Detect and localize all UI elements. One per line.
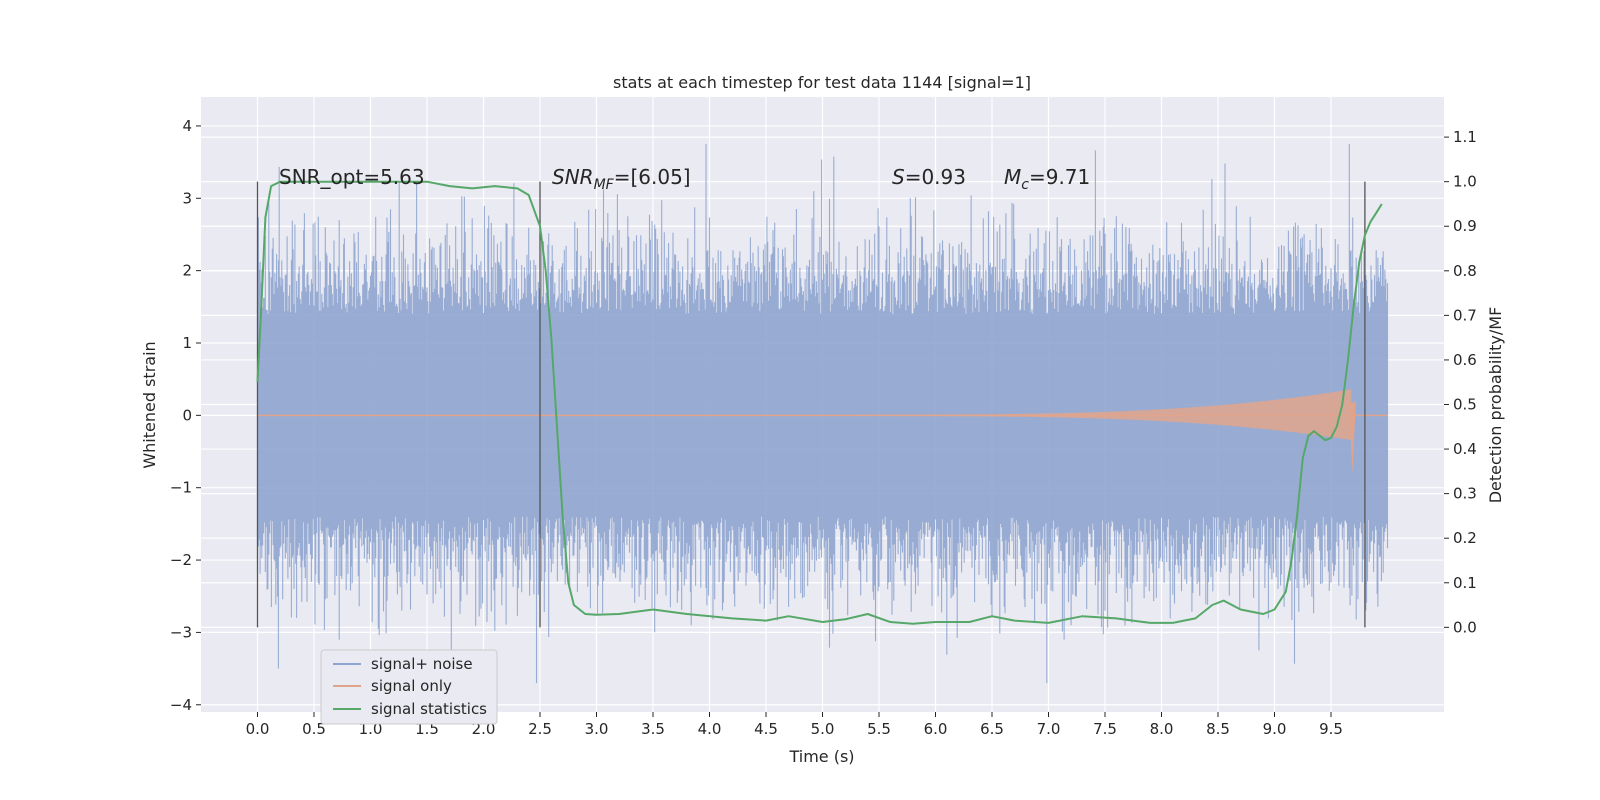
- snr-mf-value: =[6.05]: [614, 165, 691, 189]
- legend-label-signal-noise: signal+ noise: [371, 655, 473, 673]
- x-tick-label: 0.0: [246, 720, 270, 738]
- legend-label-signal-only: signal only: [371, 677, 452, 695]
- y-tick-label-left: 1: [182, 334, 192, 352]
- snr-mf-subscript: MF: [594, 177, 615, 193]
- y-tick-label-left: −2: [170, 551, 192, 569]
- y-tick-label-left: −1: [170, 479, 192, 497]
- y-tick-label-left: −4: [170, 696, 192, 714]
- y-tick-label-right: 0.3: [1453, 485, 1477, 503]
- s-value: =0.93: [905, 165, 966, 189]
- y-tick-label-right: 1.0: [1453, 173, 1477, 191]
- y-tick-label-right: 0.0: [1453, 618, 1477, 636]
- x-tick-label: 8.5: [1206, 720, 1230, 738]
- snr-opt-annotation: SNR_opt=5.63: [279, 165, 425, 189]
- y-tick-label-left: −3: [170, 623, 192, 641]
- x-tick-label: 2.5: [528, 720, 552, 738]
- x-tick-label: 0.5: [302, 720, 326, 738]
- x-tick-label: 5.0: [811, 720, 835, 738]
- x-tick-label: 6.5: [980, 720, 1004, 738]
- x-tick-label: 4.5: [754, 720, 778, 738]
- x-tick-label: 7.5: [1093, 720, 1117, 738]
- x-tick-label: 9.5: [1319, 720, 1343, 738]
- y-tick-label-right: 0.5: [1453, 396, 1477, 414]
- legend-label-signal-statistics: signal statistics: [371, 700, 487, 718]
- mc-main: M: [1004, 165, 1021, 189]
- y-tick-label-right: 0.4: [1453, 440, 1477, 458]
- legend-box: [320, 649, 498, 725]
- s-symbol: S: [892, 165, 905, 189]
- x-tick-label: 9.0: [1263, 720, 1287, 738]
- y-tick-label-right: 0.2: [1453, 529, 1477, 547]
- x-tick-label: 5.5: [867, 720, 891, 738]
- y-tick-label-right: 0.1: [1453, 574, 1477, 592]
- chart-title: stats at each timestep for test data 114…: [613, 73, 1031, 92]
- x-tick-label: 4.0: [698, 720, 722, 738]
- signal-only-chirp: [856, 389, 1352, 441]
- y-tick-label-left: 4: [182, 117, 192, 135]
- vertical-markers: [256, 181, 1366, 628]
- y-tick-label-right: 1.1: [1453, 128, 1477, 146]
- x-tick-label: 6.0: [924, 720, 948, 738]
- x-tick-label: 3.0: [585, 720, 609, 738]
- signal-statistics-series: [256, 180, 1383, 625]
- legend: signal+ noise signal only signal statist…: [320, 649, 498, 725]
- y-axis-label-left: Whitened strain: [140, 341, 159, 468]
- signal-only-merger-spike: [1349, 400, 1356, 474]
- y-tick-label-left: 0: [182, 406, 192, 424]
- y-tick-label-right: 0.6: [1453, 351, 1477, 369]
- mc-value: =9.71: [1029, 165, 1090, 189]
- signal-only-series: [257, 389, 1388, 474]
- x-axis-label: Time (s): [788, 747, 854, 766]
- snr-mf-annotation: SNRMF=[6.05]: [552, 165, 691, 193]
- y-tick-label-left: 3: [182, 189, 192, 207]
- x-tick-label: 3.5: [641, 720, 665, 738]
- y-tick-label-right: 0.9: [1453, 217, 1477, 235]
- mc-subscript: c: [1021, 177, 1029, 193]
- y-tick-label-right: 0.7: [1453, 306, 1477, 324]
- signal-statistics-line: [256, 180, 1383, 625]
- x-tick-label: 8.0: [1150, 720, 1174, 738]
- y-axis-label-right: Detection probability/MF: [1486, 307, 1505, 504]
- snr-mf-main: SNR: [552, 165, 594, 189]
- x-tick-label: 7.0: [1037, 720, 1061, 738]
- mc-annotation: Mc=9.71: [1004, 165, 1090, 193]
- y-tick-label-left: 2: [182, 262, 192, 280]
- s-annotation: S=0.93: [892, 165, 966, 189]
- y-tick-label-right: 0.8: [1453, 262, 1477, 280]
